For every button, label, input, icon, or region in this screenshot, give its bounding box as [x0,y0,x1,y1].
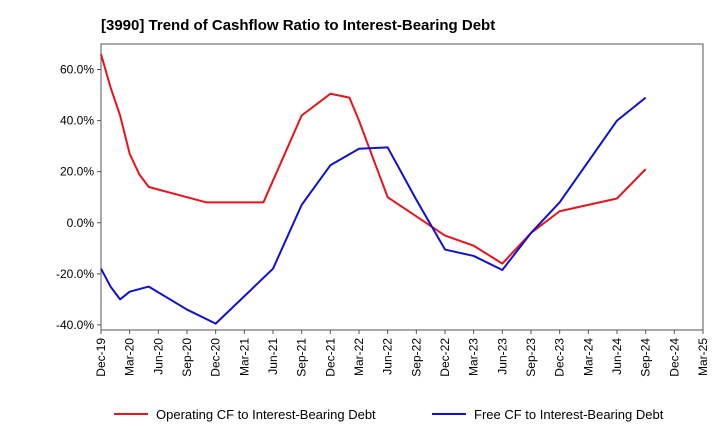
x-axis: Dec-19 Mar-20 Jun-20 Sep-20 Dec-20 Mar-21 Jun-… [94,330,710,377]
plot-border [100,43,704,331]
x-tick-label: Jun-23 [495,338,509,375]
x-tick-label: Mar-20 [123,338,137,376]
x-tick-label: Sep-24 [639,338,653,377]
x-tick-label: Jun-20 [151,338,165,375]
x-tick-label: Jun-22 [381,338,395,375]
x-tick-label: Sep-23 [524,338,538,377]
chart-title: [3990] Trend of Cashflow Ratio to Intere… [101,17,495,34]
x-tick-label: Mar-22 [352,338,366,376]
plot-area [101,44,703,330]
series-layer [100,53,647,325]
x-tick-label: Sep-20 [180,338,194,377]
y-tick-label: -40.0% [56,318,94,332]
series-line-1 [100,53,647,265]
y-tick-label: 20.0% [60,165,94,179]
x-tick-label: Dec-24 [667,338,681,377]
x-tick-label: Mar-24 [581,338,595,376]
x-tick-label: Dec-23 [553,338,567,377]
x-tick-label: Mar-23 [467,338,481,376]
plot-frame-layer [100,43,704,331]
y-tick-label: 60.0% [60,63,94,77]
legend-label-1: Operating CF to Interest-Bearing Debt [156,407,376,422]
x-tick-label: Sep-22 [409,338,423,377]
x-tick-label: Dec-19 [94,338,108,377]
x-tick-label: Mar-21 [237,338,251,376]
x-tick-label: Dec-21 [323,338,337,377]
y-tick-label: 40.0% [60,114,94,128]
x-tick-label: Jun-21 [266,338,280,375]
series-line-2 [100,96,647,325]
x-tick-label: Dec-20 [209,338,223,377]
x-tick-label: Dec-22 [438,338,452,377]
legend: Operating CF to Interest-Bearing Debt Fre… [114,407,664,422]
x-tick-label: Mar-25 [696,338,710,376]
y-axis: -40.0% -20.0% 0.0% 20.0% 40.0% 60.0% [56,63,101,332]
y-tick-label: 0.0% [67,216,95,230]
x-tick-label: Sep-21 [295,338,309,377]
legend-label-2: Free CF to Interest-Bearing Debt [474,407,664,422]
x-tick-label: Jun-24 [610,338,624,375]
y-tick-label: -20.0% [56,267,94,281]
